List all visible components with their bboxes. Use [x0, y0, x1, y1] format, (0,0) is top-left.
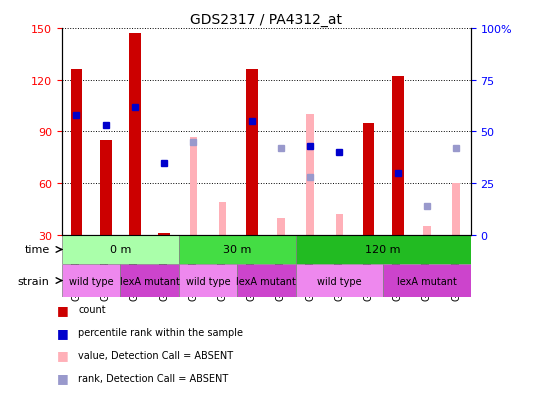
- Bar: [158, 234, 170, 235]
- Text: lexA mutant: lexA mutant: [236, 276, 296, 286]
- Text: ■: ■: [56, 303, 68, 316]
- Bar: [100, 141, 111, 235]
- Bar: [70, 70, 82, 235]
- Bar: [121, 264, 179, 297]
- Text: ■: ■: [56, 326, 68, 339]
- Text: wild type: wild type: [317, 276, 362, 286]
- Text: 0 m: 0 m: [110, 245, 131, 255]
- Text: 120 m: 120 m: [365, 245, 401, 255]
- Text: ■: ■: [56, 371, 68, 385]
- Bar: [189, 137, 197, 235]
- Bar: [62, 264, 121, 297]
- Bar: [246, 70, 258, 235]
- Text: 30 m: 30 m: [223, 245, 251, 255]
- Bar: [363, 123, 374, 235]
- Bar: [129, 34, 141, 235]
- Text: value, Detection Call = ABSENT: value, Detection Call = ABSENT: [78, 350, 233, 360]
- Text: wild type: wild type: [69, 276, 114, 286]
- Bar: [423, 227, 430, 235]
- Bar: [307, 115, 314, 235]
- Bar: [336, 215, 343, 235]
- Bar: [295, 235, 471, 264]
- Title: GDS2317 / PA4312_at: GDS2317 / PA4312_at: [190, 12, 342, 26]
- Text: ■: ■: [56, 349, 68, 362]
- Bar: [295, 264, 383, 297]
- Bar: [179, 235, 295, 264]
- Text: percentile rank within the sample: percentile rank within the sample: [78, 328, 243, 337]
- Bar: [452, 184, 460, 235]
- Text: strain: strain: [18, 276, 49, 286]
- Bar: [383, 264, 471, 297]
- Bar: [392, 77, 404, 235]
- Bar: [237, 264, 295, 297]
- Text: wild type: wild type: [186, 276, 230, 286]
- Text: lexA mutant: lexA mutant: [397, 276, 457, 286]
- Bar: [277, 218, 285, 235]
- Text: count: count: [78, 305, 105, 315]
- Text: time: time: [24, 245, 49, 255]
- Bar: [62, 235, 179, 264]
- Text: lexA mutant: lexA mutant: [119, 276, 180, 286]
- Text: rank, Detection Call = ABSENT: rank, Detection Call = ABSENT: [78, 373, 228, 383]
- Bar: [179, 264, 237, 297]
- Bar: [219, 203, 226, 235]
